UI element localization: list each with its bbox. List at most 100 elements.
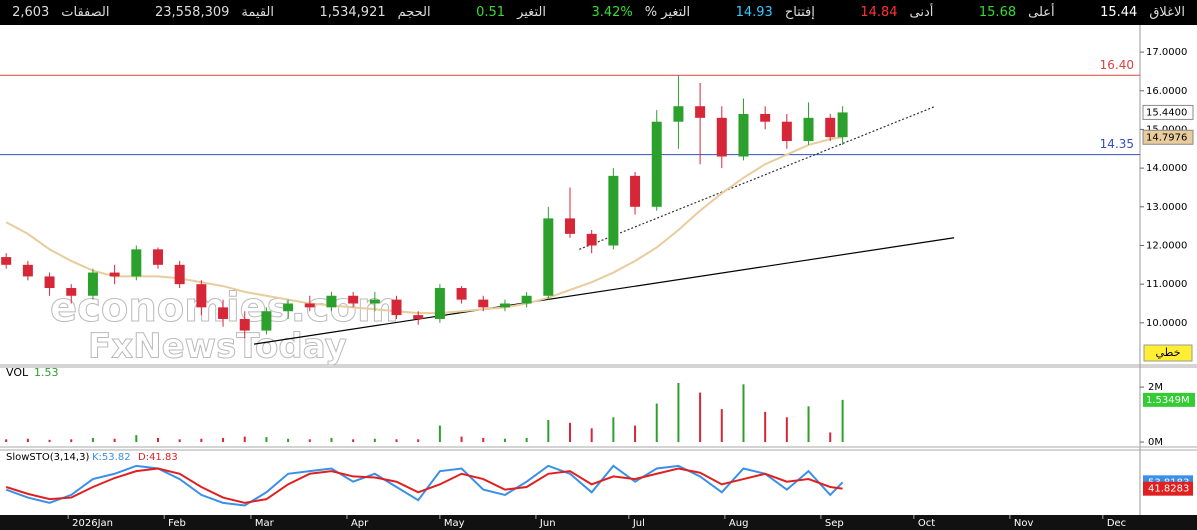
volume-bar	[503, 438, 506, 443]
panel-title: SlowSTO(3,14,3)	[6, 452, 89, 463]
volume-bar	[48, 439, 51, 443]
stat-value: 0.51	[476, 5, 506, 20]
header-item: القيمة 23,558,309	[155, 5, 274, 20]
stat-value: 15.68	[978, 5, 1017, 20]
mode-button-label: خطي	[1156, 346, 1181, 359]
header-item: أعلى 15.68	[979, 5, 1055, 20]
stat-label: أدنى	[909, 5, 934, 20]
candle-body	[521, 295, 532, 304]
stat-label: الحجم	[397, 5, 431, 20]
panel-title: VOL	[6, 366, 29, 379]
candle-body	[413, 315, 424, 319]
price-box	[1142, 129, 1194, 145]
x-tick-label: Apr	[351, 518, 369, 529]
price-box-label: 14.7976	[1146, 132, 1187, 143]
candle-body	[152, 249, 163, 265]
stat-label: إفتتاح	[784, 5, 815, 20]
y-tick-label: 13.0000	[1146, 202, 1187, 213]
x-tick-label: Jun	[539, 518, 556, 529]
candle-body	[738, 113, 749, 157]
stat-label: الاغلاق	[1149, 5, 1185, 20]
volume-bar	[178, 439, 181, 443]
candle-body	[434, 288, 445, 319]
volume-bar	[677, 382, 680, 443]
value-box-label: 41.8283	[1148, 484, 1189, 495]
volume-bar	[200, 438, 203, 443]
candle-body	[837, 112, 848, 138]
volume-bar	[569, 422, 571, 443]
volume-bar	[742, 384, 745, 443]
volume-bar	[841, 399, 844, 443]
price-box-label: 15.4400	[1146, 107, 1187, 118]
chart: economies.comFxNewsToday10.000011.000012…	[0, 25, 1197, 530]
candle-body	[673, 106, 684, 122]
candle-body	[543, 218, 554, 296]
header-item: الاغلاق 15.44	[1100, 5, 1185, 20]
candle-body	[651, 121, 662, 207]
legend-entry: D:41.83	[138, 452, 178, 463]
candle-body	[499, 303, 510, 308]
candle-body	[348, 295, 359, 304]
mode-button[interactable]	[1143, 344, 1193, 362]
moving-average	[5, 136, 843, 315]
volume-bar	[395, 439, 398, 443]
stat-label: التغير	[517, 5, 546, 20]
value-box	[1143, 392, 1195, 407]
candle-body	[760, 113, 771, 122]
candle-body	[608, 175, 619, 246]
value-box-label: 1.5349M	[1146, 395, 1190, 406]
x-tick-label: Oct	[918, 518, 935, 529]
candle-body	[586, 233, 597, 246]
level-label: 14.35	[1100, 137, 1134, 151]
candle-body	[304, 303, 315, 308]
candle-body	[326, 295, 337, 308]
stat-label: الصفقات	[61, 5, 110, 20]
header-item: الصفقات 2,603	[12, 5, 109, 20]
trendline	[253, 237, 955, 345]
stat-value: 3.42%	[591, 5, 633, 20]
candle-body	[196, 284, 207, 308]
volume-bar	[634, 425, 637, 443]
y-tick-label: 10.0000	[1146, 318, 1187, 329]
price-box	[1142, 104, 1194, 120]
volume-bar	[829, 432, 832, 443]
volume-bar	[330, 437, 333, 443]
stat-label: التغير %	[644, 5, 691, 20]
volume-bar	[222, 437, 225, 443]
stat-label: أعلى	[1028, 5, 1055, 20]
stat-value: 14.93	[735, 5, 773, 20]
volume-bar	[807, 406, 810, 443]
header-item: أدنى 14.84	[860, 5, 933, 20]
candle-body	[44, 276, 55, 289]
stat-value: 1,534,921	[319, 5, 386, 20]
volume-bar	[720, 409, 723, 443]
legend-entry: K:53.82	[92, 452, 131, 463]
volume-bar	[655, 403, 658, 443]
time-axis-bg	[0, 515, 1197, 530]
volume-bar	[373, 438, 376, 443]
y-tick-label: 2M	[1148, 382, 1163, 393]
x-tick-label: May	[444, 518, 465, 529]
candle-body	[478, 299, 489, 308]
volume-bar	[5, 439, 8, 443]
volume-bar	[135, 435, 138, 443]
volume-bar	[525, 437, 528, 443]
volume-bar	[547, 420, 550, 443]
stat-value: 15.44	[1100, 5, 1138, 20]
x-tick-label: Sep	[825, 518, 844, 529]
y-tick-label: 12.0000	[1146, 240, 1187, 251]
candle-body	[109, 272, 120, 277]
watermark: FxNewsToday	[88, 327, 347, 367]
volume-bar	[482, 437, 485, 443]
header-item: الحجم 1,534,921	[319, 5, 430, 20]
candle-body	[825, 117, 836, 138]
candle-body	[239, 318, 250, 331]
candle-body	[283, 303, 294, 312]
candle-body	[391, 299, 402, 316]
x-tick-label: Mar	[255, 518, 275, 529]
x-tick-label: Aug	[729, 518, 749, 529]
candle-body	[565, 218, 575, 234]
volume-bar	[308, 439, 311, 443]
candle-body	[716, 117, 727, 157]
